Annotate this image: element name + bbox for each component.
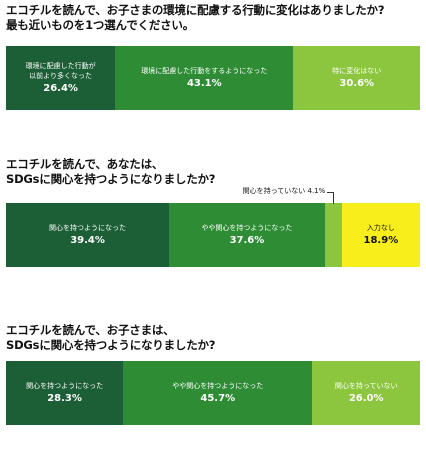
segment-text: 関心を持つようになった 28.3%: [6, 361, 123, 425]
bar-segment: 関心を持っていない 26.0%: [312, 361, 420, 425]
segment-label: 環境に配慮した行動が 以前より多くなった: [25, 61, 96, 80]
stacked-bar: 関心を持つようになった 39.4% やや関心を持つようになった 37.6% 関心を持って…: [6, 187, 420, 267]
segment-callout: 関心を持っていない 4.1%: [242, 187, 326, 195]
segment-label: 特に変化はない: [332, 66, 382, 75]
segment-value: 37.6%: [229, 234, 265, 246]
bar-segment: 入力なし 18.9%: [341, 203, 420, 267]
bar-segment: 環境に配慮した行動が 以前より多くなった 26.4%: [6, 46, 116, 110]
bar-segment: [324, 203, 342, 267]
segment-text: やや関心を持つようになった 37.6%: [169, 203, 325, 267]
segment-value: 45.7%: [200, 392, 236, 404]
segment-text: やや関心を持つようになった 45.7%: [123, 361, 312, 425]
segment-value: 28.3%: [47, 392, 82, 404]
segment-text: 関心を持っていない 26.0%: [312, 361, 420, 425]
bar-segment: 関心を持つようになった 39.4%: [6, 203, 170, 267]
segment-text: 特に変化はない 30.6%: [293, 46, 420, 110]
bar-segment: やや関心を持つようになった 37.6%: [169, 203, 325, 267]
question-title: エコチルを読んで、お子さまは、 SDGsに関心を持つようになりましたか?: [6, 323, 216, 352]
segment-label: 関心を持つようになった: [26, 381, 104, 390]
segment-value: 26.0%: [348, 392, 384, 404]
segment-value: 30.6%: [339, 77, 375, 89]
segment-value: 43.1%: [186, 77, 222, 89]
bar-segment: 関心を持つようになった 28.3%: [6, 361, 124, 425]
bar-segment: 特に変化はない 30.6%: [293, 46, 420, 110]
segment-text: 入力なし 18.9%: [342, 203, 420, 267]
segment-value: 18.9%: [363, 234, 399, 246]
segment-label: やや関心を持つようになった: [172, 381, 264, 390]
segment-label: 関心を持つようになった: [49, 223, 127, 232]
segment-label: 入力なし: [366, 223, 395, 232]
segment-label: 関心を持っていない: [334, 381, 398, 390]
bar-segment: 環境に配慮した行動をするようになった 43.1%: [115, 46, 294, 110]
segment-label: 環境に配慮した行動をするようになった: [141, 66, 268, 75]
segment-text: 関心を持つようになった 39.4%: [6, 203, 169, 267]
segment-label: やや関心を持つようになった: [201, 223, 293, 232]
question-title: エコチルを読んで、あなたは、 SDGsに関心を持つようになりましたか?: [6, 157, 216, 186]
stacked-bar: 環境に配慮した行動が 以前より多くなった 26.4% 環境に配慮した行動をするようにな…: [6, 46, 420, 110]
segment-value: 26.4%: [43, 82, 78, 94]
stacked-bar: 関心を持つようになった 28.3% やや関心を持つようになった 45.7% 関心を持って…: [6, 361, 420, 425]
segment-value: 39.4%: [70, 234, 105, 246]
callout-leader-line: [327, 192, 335, 204]
question-title: エコチルを読んで、お子さまの環境に配慮する行動に変化はありましたか? 最も近いもの…: [6, 3, 385, 32]
segment-text: 環境に配慮した行動が 以前より多くなった 26.4%: [6, 46, 115, 110]
segment-text: 環境に配慮した行動をするようになった 43.1%: [115, 46, 293, 110]
bar-segment: やや関心を持つようになった 45.7%: [123, 361, 313, 425]
